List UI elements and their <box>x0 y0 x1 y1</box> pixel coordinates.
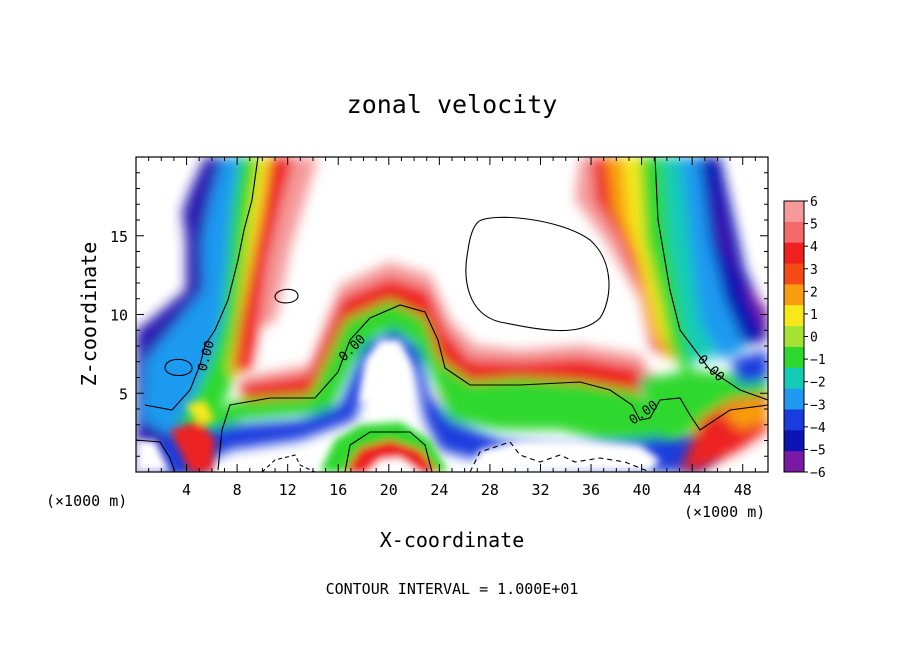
x-tick-label: 8 <box>233 481 242 499</box>
y-tick-label: 10 <box>110 307 128 325</box>
contour-bottom-arch <box>344 431 433 472</box>
x-tick-label: 16 <box>329 481 347 499</box>
field-right-purple <box>712 170 768 340</box>
x-axis-label: X-coordinate <box>380 528 525 552</box>
field-bottom-red <box>345 440 438 472</box>
x-tick-label: 24 <box>430 481 448 499</box>
contour-arch-zero <box>217 304 768 471</box>
colorbar-swatch <box>784 326 804 348</box>
field-arch-green <box>175 300 680 440</box>
field-right-blue <box>680 157 745 360</box>
contour-right-zero <box>654 157 768 401</box>
right-bottom-white <box>470 440 660 472</box>
y-tick-label: 5 <box>119 385 128 403</box>
colorbar-label: −1 <box>810 353 826 368</box>
x-tick-label: 4 <box>182 481 191 499</box>
y-axis-label: Z-coordinate <box>77 242 101 387</box>
colorbar-swatch <box>784 242 804 265</box>
field-low-left-red <box>170 420 215 472</box>
field-left-pink <box>258 157 318 330</box>
colorbar-label: 0 <box>810 331 818 346</box>
arch-interior <box>360 340 412 402</box>
x-tick-label: 44 <box>683 481 701 499</box>
field-right-low-orange <box>720 400 768 430</box>
colorbar-swatch <box>784 305 804 327</box>
field-bottom-white <box>368 458 420 472</box>
x-tick-label: 28 <box>481 481 499 499</box>
colorbar-label: −2 <box>810 376 826 391</box>
colorbar-label: 1 <box>810 308 818 323</box>
left-bottom-white <box>136 440 170 472</box>
colorbar-swatch <box>784 388 804 410</box>
colorbar-label: 5 <box>810 218 818 233</box>
colorbar-label: 2 <box>810 285 818 300</box>
x-tick-label: 36 <box>582 481 600 499</box>
contour-left-zero <box>144 157 259 411</box>
colorbar-swatch <box>784 346 804 369</box>
colorbar-label: −3 <box>810 398 826 413</box>
contour-lower-left-thin <box>136 439 176 472</box>
x-tick-label: 48 <box>734 481 752 499</box>
footer-contour-interval: CONTOUR INTERVAL = 1.000E+01 <box>326 580 579 598</box>
field-arch-blue <box>160 330 720 472</box>
colorbar-swatch <box>784 430 804 452</box>
chart-title: zonal velocity <box>347 90 558 119</box>
x-tick-label: 40 <box>633 481 651 499</box>
x-units-right: (×1000 m) <box>684 503 765 521</box>
colorbar-swatch <box>784 409 804 431</box>
colorbar: 6 5 4 3 2 1 0 −1 −2 −3 −4 −5 −6 <box>783 195 826 481</box>
colorbar-swatch <box>784 201 804 223</box>
contour-upper-blob <box>465 216 610 332</box>
contour-small-circle <box>274 288 299 304</box>
x-tick-label: 12 <box>279 481 297 499</box>
colorbar-swatch <box>784 263 804 285</box>
colorbar-swatch <box>784 451 804 473</box>
x-axis: 4 8 12 16 20 24 28 32 36 40 44 48 <box>148 157 756 499</box>
colorbar-label: −5 <box>810 443 826 458</box>
colorbar-label: 4 <box>810 240 818 255</box>
colorbar-swatch <box>784 221 804 244</box>
colorbar-label: −6 <box>810 466 826 481</box>
contours <box>136 157 768 472</box>
x-units-left: (×1000 m) <box>46 492 127 510</box>
colorbar-label: 6 <box>810 195 818 210</box>
colorbar-label: 3 <box>810 263 818 278</box>
y-tick-label: 15 <box>110 228 128 246</box>
contour-dashed-left <box>261 454 316 472</box>
colorbar-label: −4 <box>810 421 826 436</box>
colorbar-swatch <box>784 284 804 306</box>
x-tick-label: 32 <box>531 481 549 499</box>
y-axis: 5 10 15 <box>110 172 768 457</box>
contour-left-loop <box>164 358 193 377</box>
x-tick-label: 20 <box>380 481 398 499</box>
colorbar-swatch <box>784 367 804 390</box>
field-right-low-blue <box>730 350 768 385</box>
plot-area: 0.00 0.00 0.00 0.00 4 8 12 16 20 24 28 32 36 40 44… <box>110 156 769 499</box>
field-low-left-yellow <box>185 400 215 425</box>
contour-dashed-right <box>469 441 651 472</box>
